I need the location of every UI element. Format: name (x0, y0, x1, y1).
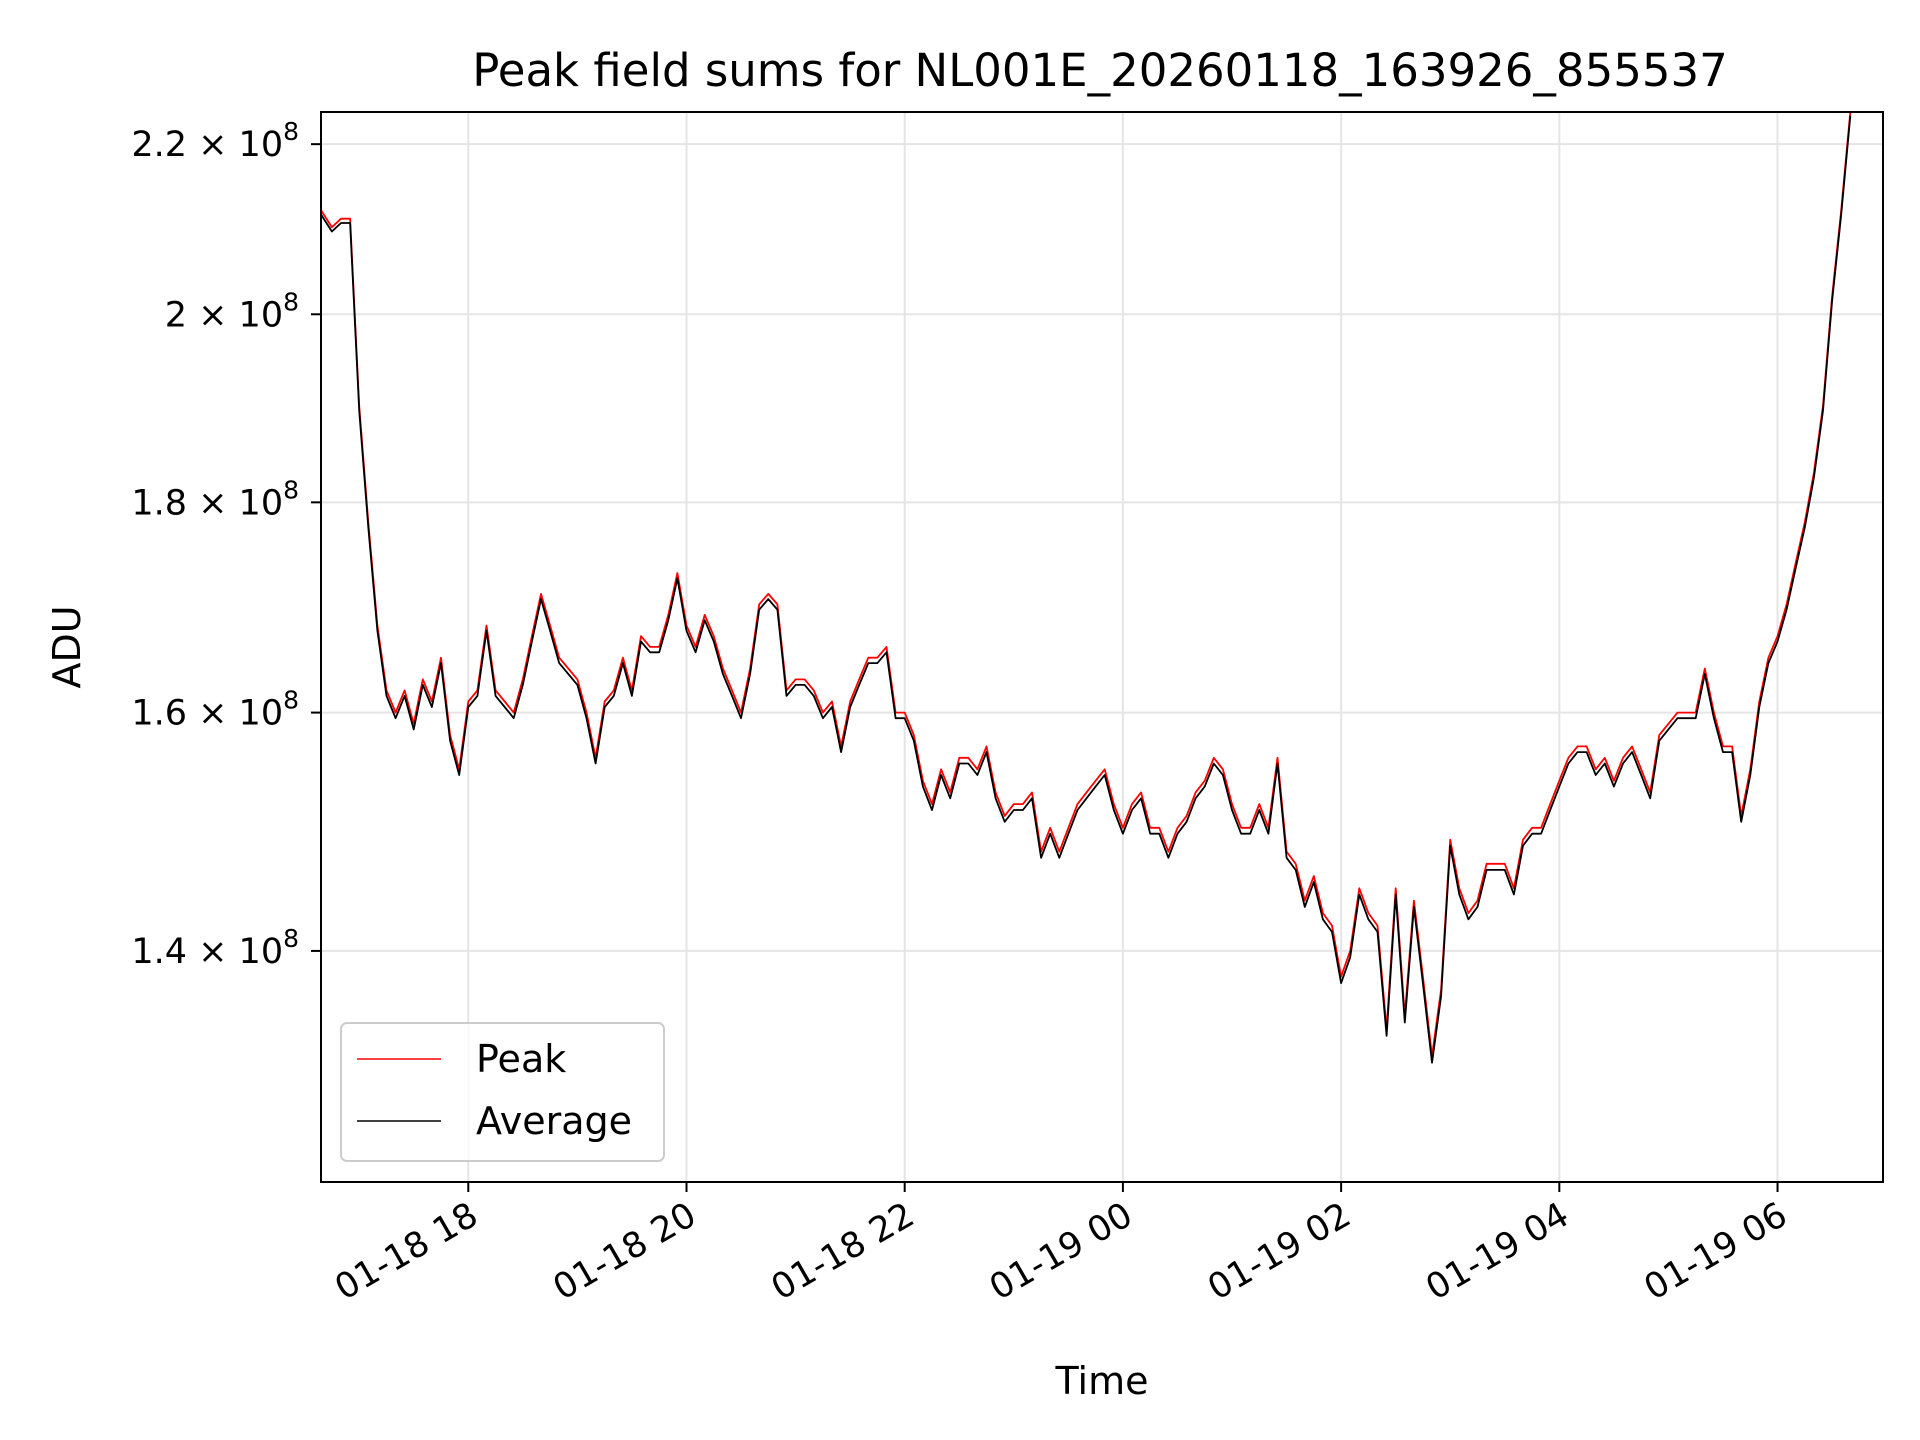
y-tick-label: 2 × 108 (165, 287, 299, 335)
y-tick-label: 2.2 × 108 (131, 117, 299, 165)
series-line-average (320, 115, 1852, 1064)
x-axis-label: Time (1055, 1359, 1149, 1403)
legend-box (340, 1022, 665, 1162)
grid (321, 112, 1883, 1182)
chart-title: Peak field sums for NL001E_20260118_1639… (472, 44, 1727, 97)
y-tick-label: 1.8 × 108 (131, 475, 299, 523)
y-axis-ticks: 1.4 × 108 1.6 × 108 1.8 × 108 2 × 108 2.2 × … (131, 117, 321, 972)
y-tick-label: 1.6 × 108 (131, 686, 299, 734)
legend-label-average: Average (476, 1099, 632, 1143)
legend: Peak Average (340, 1022, 665, 1162)
series-line-peak (320, 111, 1852, 1057)
legend-label-peak: Peak (476, 1037, 566, 1081)
y-tick-label: 1.4 × 108 (131, 924, 299, 972)
y-axis-label: ADU (45, 605, 89, 688)
series-lines (320, 111, 1852, 1064)
plot-frame (320, 111, 1884, 1183)
